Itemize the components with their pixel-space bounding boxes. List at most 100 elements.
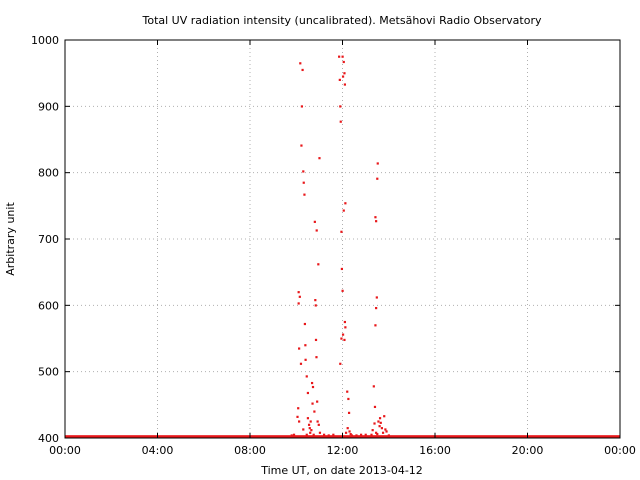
data-point-89 xyxy=(383,415,386,418)
data-point-53 xyxy=(342,60,345,64)
y-tick-label-3: 700 xyxy=(38,233,59,246)
data-point-33 xyxy=(316,400,319,403)
data-point-98 xyxy=(323,433,326,436)
data-point-45 xyxy=(338,55,341,58)
data-point-35 xyxy=(317,263,320,266)
data-point-59 xyxy=(343,320,347,324)
data-point-51 xyxy=(341,55,344,58)
data-point-4 xyxy=(298,295,301,298)
chart-title: Total UV radiation intensity (uncalibrat… xyxy=(142,14,542,27)
data-point-83 xyxy=(377,420,380,423)
data-point-58 xyxy=(341,289,344,292)
data-point-74 xyxy=(373,405,377,409)
data-point-91 xyxy=(385,430,388,433)
x-tick-label-2: 08:00 xyxy=(234,444,266,457)
data-point-100 xyxy=(332,433,335,436)
data-point-79 xyxy=(374,216,377,219)
data-point-27 xyxy=(313,220,316,223)
data-point-38 xyxy=(318,431,322,434)
y-tick-label-6: 1000 xyxy=(31,34,59,47)
data-point-78 xyxy=(375,296,378,299)
y-axis-label: Arbitrary unit xyxy=(4,202,17,276)
data-point-96 xyxy=(290,434,293,437)
data-point-66 xyxy=(347,397,350,401)
data-point-49 xyxy=(340,230,343,233)
x-tick-label-4: 16:00 xyxy=(419,444,451,457)
data-point-60 xyxy=(344,326,347,329)
data-point-41 xyxy=(302,428,305,431)
data-point-17 xyxy=(306,391,310,395)
data-point-90 xyxy=(384,428,387,431)
data-point-18 xyxy=(307,423,311,426)
x-tick-label-0: 00:00 xyxy=(49,444,81,457)
data-point-39 xyxy=(296,415,299,418)
x-tick-label-5: 20:00 xyxy=(512,444,544,457)
data-point-95 xyxy=(370,433,373,436)
data-point-87 xyxy=(380,427,384,430)
data-point-24 xyxy=(311,385,315,389)
data-point-94 xyxy=(371,429,374,432)
data-point-104 xyxy=(387,434,390,437)
data-point-23 xyxy=(311,402,314,405)
grid-lines xyxy=(65,40,620,438)
data-point-3 xyxy=(298,347,301,350)
data-point-43 xyxy=(306,417,310,420)
y-tick-label-2: 600 xyxy=(38,299,59,312)
data-point-0 xyxy=(297,407,300,410)
data-point-84 xyxy=(378,425,381,428)
y-tick-label-1: 500 xyxy=(38,366,59,379)
data-point-71 xyxy=(349,433,352,436)
data-point-99 xyxy=(327,434,330,437)
data-point-46 xyxy=(338,78,341,81)
data-point-65 xyxy=(346,390,349,393)
data-point-50 xyxy=(340,267,344,271)
data-point-28 xyxy=(314,299,317,302)
data-point-68 xyxy=(346,427,349,430)
x-tick-label-3: 12:00 xyxy=(327,444,359,457)
data-point-16 xyxy=(305,375,308,378)
data-point-21 xyxy=(310,429,313,432)
data-points xyxy=(290,55,390,437)
data-point-64 xyxy=(339,362,342,365)
data-point-12 xyxy=(303,193,306,196)
y-tick-label-0: 400 xyxy=(38,432,59,445)
data-point-101 xyxy=(355,434,358,437)
data-point-30 xyxy=(314,338,318,342)
data-point-25 xyxy=(312,433,315,436)
data-point-19 xyxy=(309,431,312,434)
data-point-6 xyxy=(299,362,303,365)
data-point-54 xyxy=(343,72,346,75)
data-point-63 xyxy=(343,338,346,342)
data-point-1 xyxy=(297,291,300,294)
data-point-10 xyxy=(302,170,305,173)
y-tick-labels: 400 500 600 700 800 900 1000 xyxy=(31,34,59,445)
data-point-70 xyxy=(344,431,348,434)
data-point-85 xyxy=(378,417,382,420)
data-point-2 xyxy=(297,302,300,305)
data-point-48 xyxy=(339,120,342,123)
data-point-77 xyxy=(375,306,378,310)
data-point-5 xyxy=(299,62,302,65)
x-tick-label-1: 04:00 xyxy=(142,444,174,457)
data-point-34 xyxy=(316,420,319,423)
data-point-72 xyxy=(350,434,353,437)
data-point-11 xyxy=(302,181,305,184)
data-point-37 xyxy=(318,157,321,160)
data-point-7 xyxy=(300,144,303,147)
data-point-9 xyxy=(301,68,304,72)
data-point-56 xyxy=(344,202,347,205)
data-point-44 xyxy=(308,427,311,430)
data-point-40 xyxy=(298,420,301,423)
axis-ticks xyxy=(64,39,621,439)
data-point-80 xyxy=(375,220,378,223)
x-tick-label-6: 00:00 xyxy=(604,444,636,457)
data-point-97 xyxy=(292,433,296,436)
x-axis-label: Time UT, on date 2013-04-12 xyxy=(260,464,423,477)
data-point-14 xyxy=(304,344,307,347)
data-point-86 xyxy=(379,421,382,424)
data-point-31 xyxy=(315,356,318,359)
data-point-92 xyxy=(375,431,378,434)
data-point-67 xyxy=(347,411,351,414)
data-point-52 xyxy=(341,75,345,78)
data-point-62 xyxy=(341,333,345,336)
